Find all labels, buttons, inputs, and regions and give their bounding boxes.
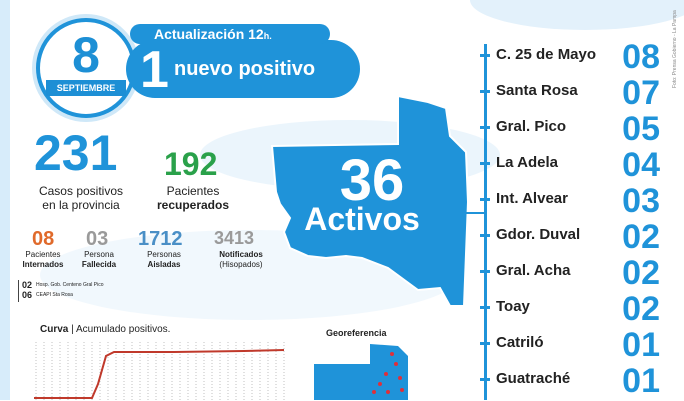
notificados-value: 3413: [214, 228, 255, 248]
locality-row: Gdor. Duval 02: [484, 218, 660, 256]
locality-tick: [480, 90, 490, 93]
locality-count: 02: [622, 254, 660, 292]
update-badge: Actualización 12h.: [130, 24, 330, 44]
la-pampa-map: 36 Activos: [270, 94, 470, 307]
locality-tick: [480, 54, 490, 57]
locality-name: Catriló: [496, 334, 544, 351]
locality-row: Catriló 01: [484, 326, 660, 364]
left-accent-bar: [0, 0, 10, 400]
new-positive-count: 1: [140, 41, 169, 99]
locality-tick: [480, 162, 490, 165]
active-label: Activos: [304, 201, 420, 237]
curve-chart: [34, 342, 285, 400]
locality-count: 05: [622, 110, 660, 148]
case-markers: [372, 352, 404, 394]
locality-row: Gral. Pico 05: [484, 110, 660, 148]
locality-tick: [480, 342, 490, 345]
locality-name: Gral. Pico: [496, 118, 567, 135]
photo-credit: Foto: Prensa Gobierno - La Pampa: [672, 10, 678, 88]
date-month: SEPTIEMBRE: [46, 80, 126, 96]
active-count: 36: [340, 148, 405, 213]
georeference-map: [314, 344, 408, 400]
map-connector-line: [466, 212, 484, 214]
locality-tick: [480, 270, 490, 273]
background-swirl: [470, 0, 684, 30]
locality-name: Toay: [496, 298, 530, 315]
locality-name: La Adela: [496, 154, 558, 171]
update-label: Actualización 12: [154, 26, 264, 42]
chart-title: Curva | Acumulado positivos.: [40, 324, 171, 335]
fallecida-label: Persona Fallecida: [81, 250, 117, 269]
internados-value: 08: [32, 228, 55, 250]
locality-row: C. 25 de Mayo 08: [484, 38, 660, 76]
new-positive-text: nuevo positivo: [174, 58, 316, 80]
geo-title: Georeferencia: [326, 328, 387, 338]
locality-tick: [480, 378, 490, 381]
locality-tick: [480, 306, 490, 309]
aisladas-label: Personas Aisladas: [147, 250, 181, 269]
locality-count: 02: [622, 290, 660, 328]
locality-name: Int. Alvear: [496, 190, 568, 207]
locality-row: Guatraché 01: [484, 362, 660, 400]
locality-count: 04: [622, 146, 660, 184]
locality-count: 07: [622, 74, 660, 112]
recovered-value: 192: [164, 146, 218, 182]
date-day: 8: [72, 27, 100, 83]
cumulative-curve: [34, 349, 285, 399]
locality-name: C. 25 de Mayo: [496, 46, 597, 63]
total-cases-label: Casos positivos en la provincia: [38, 184, 124, 212]
locality-row: Int. Alvear 03: [484, 182, 660, 220]
locality-name: Santa Rosa: [496, 82, 578, 99]
locality-count: 01: [622, 362, 660, 400]
notificados-label: Notificados (Hisopados): [219, 250, 263, 269]
locality-count: 08: [622, 38, 660, 76]
locality-name: Guatraché: [496, 370, 571, 387]
recovered-label: Pacientes recuperados: [156, 184, 230, 212]
date-badge: 8 SEPTIEMBRE: [36, 18, 136, 118]
internados-label: Pacientes Internados: [22, 250, 64, 269]
locality-name: Gral. Acha: [496, 262, 571, 279]
total-cases-value: 231: [34, 125, 118, 181]
locality-count: 03: [622, 182, 660, 220]
locality-row: Gral. Acha 02: [484, 254, 660, 292]
aisladas-value: 1712: [138, 228, 183, 250]
localities-axis: [484, 44, 487, 400]
update-unit: h.: [263, 31, 272, 41]
locality-tick: [480, 234, 490, 237]
locality-count: 01: [622, 326, 660, 364]
locality-row: La Adela 04: [484, 146, 660, 184]
locality-row: Santa Rosa 07: [484, 74, 660, 112]
locality-count: 02: [622, 218, 660, 256]
new-positive-pill: [126, 40, 360, 98]
locality-row: Toay 02: [484, 290, 660, 328]
locality-tick: [480, 198, 490, 201]
hospital-notes: 02 Hosp. Gob. Centeno Gral Pico 06 CEAPI…: [18, 280, 123, 302]
fallecida-value: 03: [86, 228, 109, 250]
locality-tick: [480, 126, 490, 129]
locality-name: Gdor. Duval: [496, 226, 581, 243]
